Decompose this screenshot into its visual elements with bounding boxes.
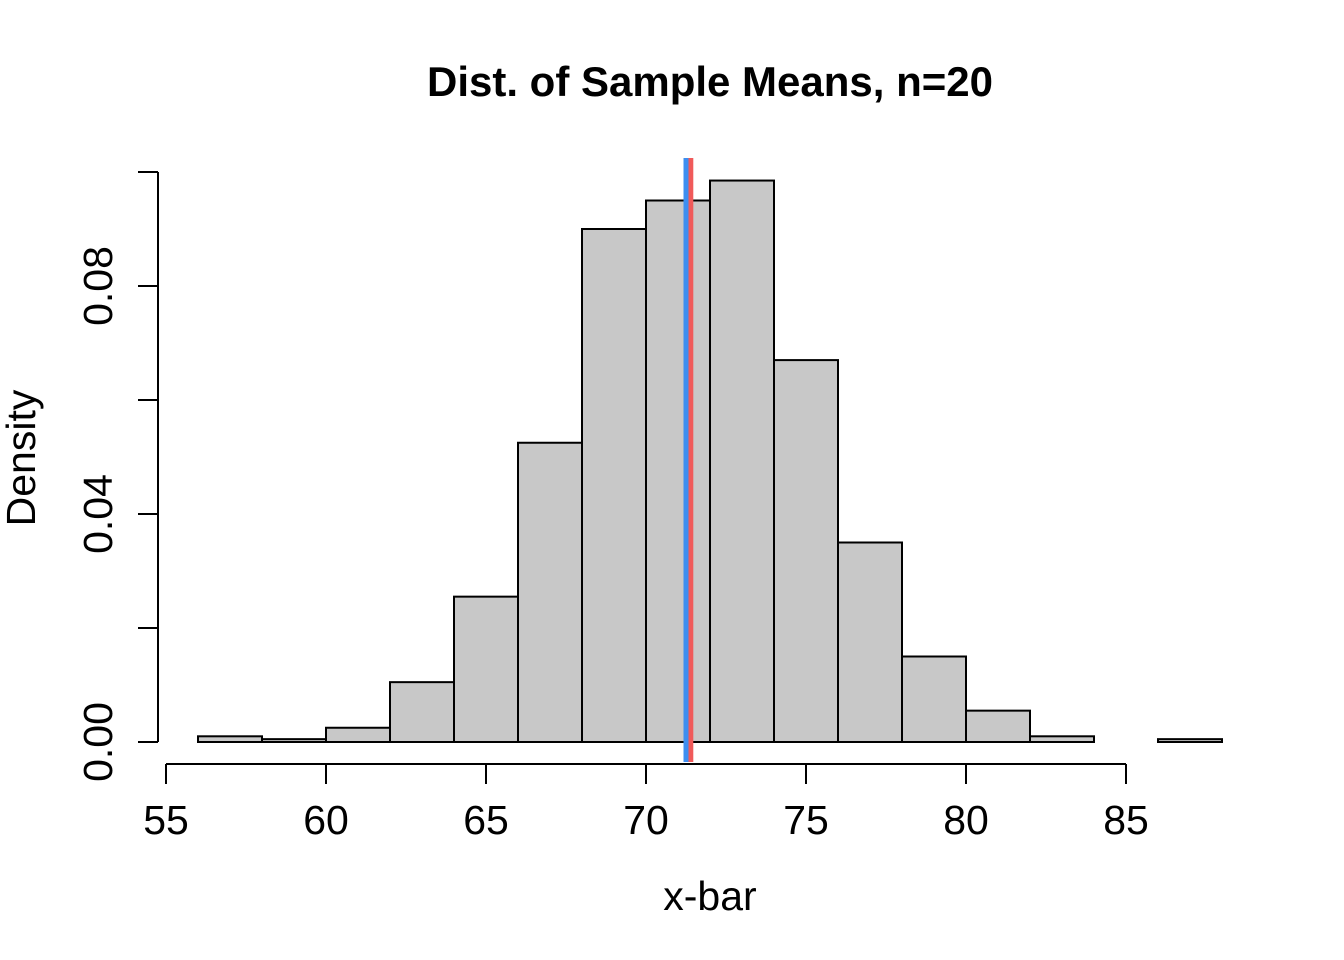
histogram-bar xyxy=(389,681,455,744)
histogram-bar xyxy=(197,735,263,743)
histogram-bar xyxy=(581,228,647,743)
x-axis-label: x-bar xyxy=(663,873,756,919)
y-tick-label: 0.00 xyxy=(75,702,121,782)
histogram-bar xyxy=(261,738,327,744)
x-tick-label: 75 xyxy=(783,797,829,843)
histogram-bar xyxy=(837,541,903,743)
x-tick-label: 55 xyxy=(143,797,189,843)
histogram-bar xyxy=(965,709,1031,744)
mean-lines xyxy=(683,158,694,762)
histogram-bar xyxy=(773,359,839,743)
histogram-bar xyxy=(645,199,711,743)
x-tick-label: 80 xyxy=(943,797,989,843)
histogram-bar xyxy=(1029,735,1095,743)
x-tick-label: 60 xyxy=(303,797,349,843)
x-tick-label: 65 xyxy=(463,797,509,843)
x-tick-label: 85 xyxy=(1103,797,1149,843)
histogram-bar xyxy=(517,441,583,743)
histogram-bar xyxy=(1157,738,1223,744)
y-tick-label: 0.08 xyxy=(75,246,121,326)
x-tick-label: 70 xyxy=(623,797,669,843)
y-axis: 0.00 0.04 0.08 xyxy=(75,171,159,782)
histogram-bar xyxy=(709,179,775,744)
y-tick-label: 0.04 xyxy=(75,474,121,554)
y-axis-label: Density xyxy=(0,389,44,526)
histogram-bar xyxy=(453,595,519,744)
histogram-bar xyxy=(325,726,391,743)
chart-title: Dist. of Sample Means, n=20 xyxy=(427,58,993,105)
x-axis: 55 60 65 70 75 80 85 xyxy=(143,763,1149,843)
histogram-bar xyxy=(901,655,967,743)
histogram-bars xyxy=(197,179,1223,744)
